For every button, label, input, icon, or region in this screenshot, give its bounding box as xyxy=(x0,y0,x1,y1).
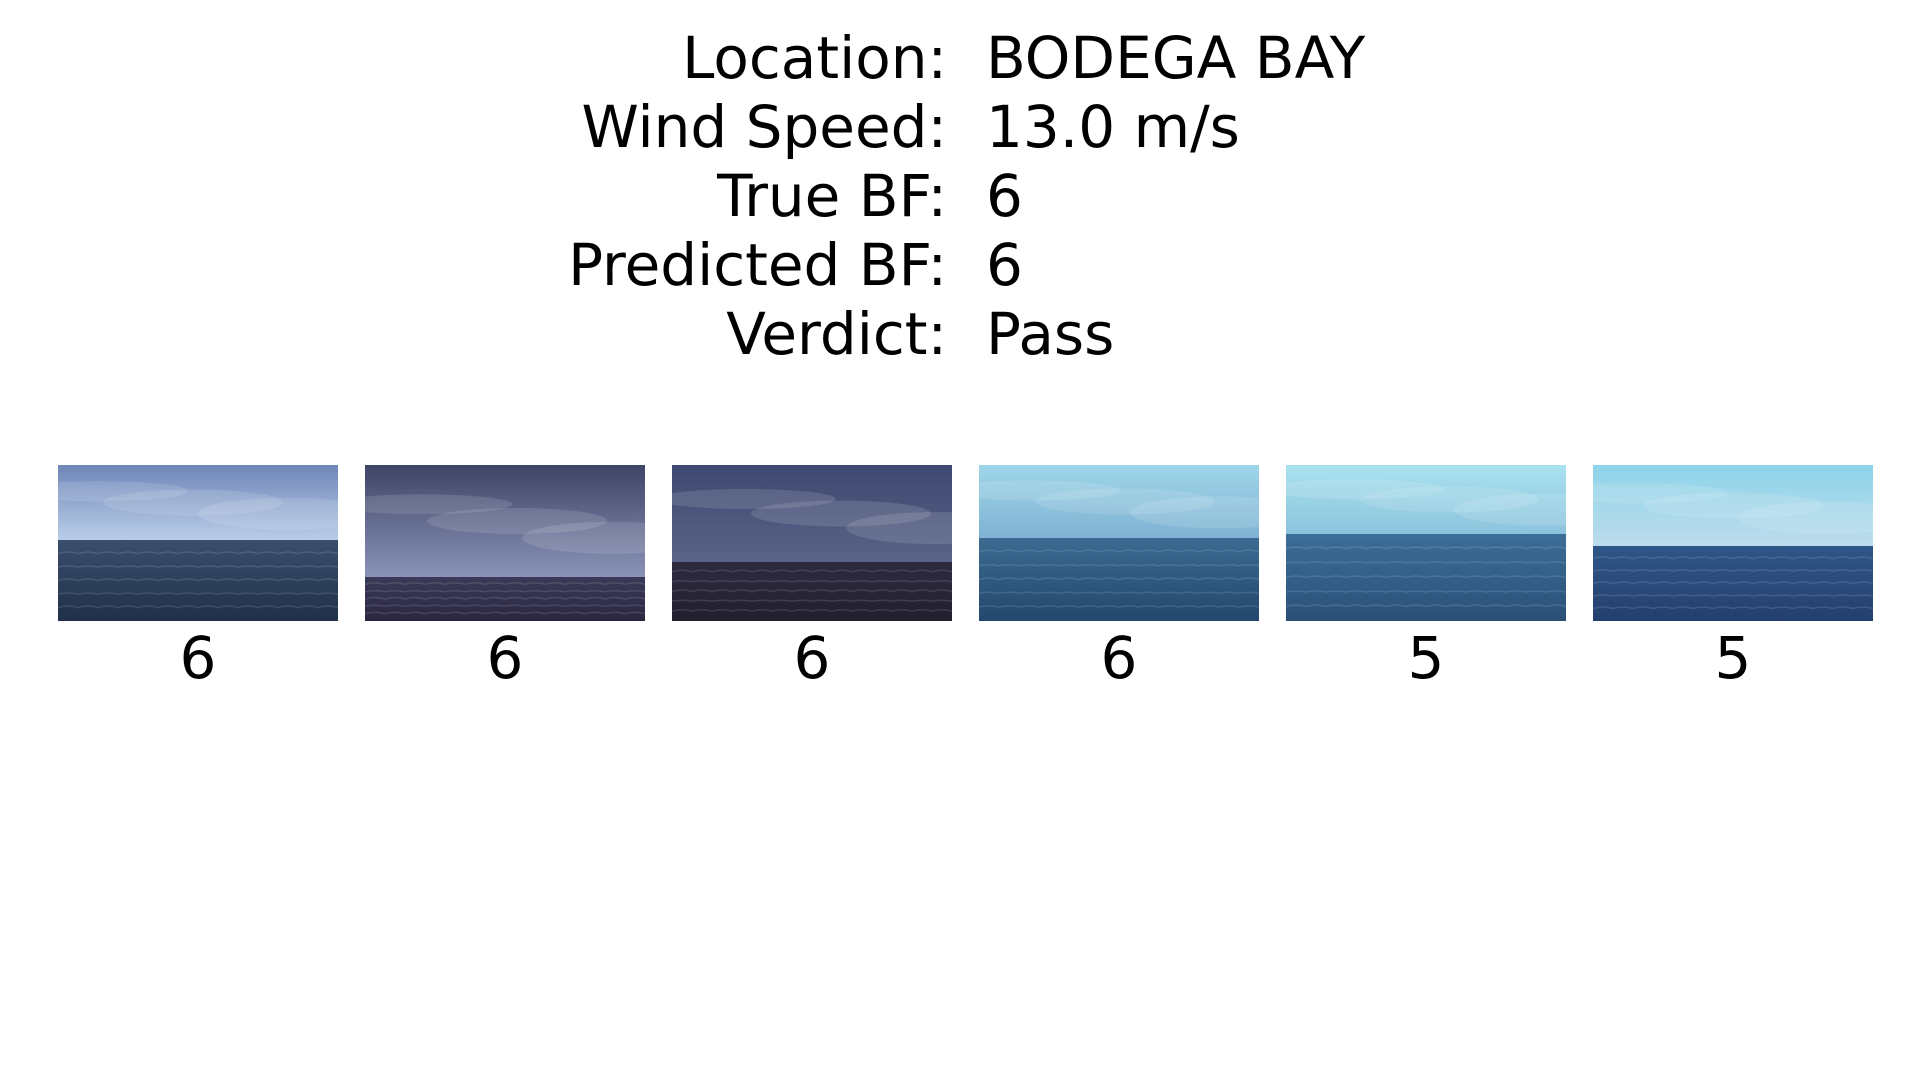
predicted-bf-value: 6 xyxy=(986,231,1023,299)
image-bf-label: 6 xyxy=(486,624,524,692)
sea-photo xyxy=(1286,465,1566,621)
image-tile: 6 xyxy=(672,465,952,693)
true-bf-value: 6 xyxy=(986,162,1023,230)
location-label: Location: xyxy=(682,24,947,92)
image-gallery: 6 6 6 6 5 5 xyxy=(58,465,1878,695)
image-tile: 5 xyxy=(1286,465,1566,693)
location-value: BODEGA BAY xyxy=(986,24,1366,92)
image-tile: 6 xyxy=(365,465,645,693)
verdict-label: Verdict: xyxy=(726,300,947,368)
sea-photo xyxy=(58,465,338,621)
wind-speed-value: 13.0 m/s xyxy=(986,93,1240,161)
true-bf-label: True BF: xyxy=(717,162,947,230)
image-tile: 6 xyxy=(58,465,338,693)
image-bf-label: 6 xyxy=(1100,624,1138,692)
info-row-true-bf: True BF: 6 xyxy=(0,162,1920,231)
info-row-verdict: Verdict: Pass xyxy=(0,300,1920,369)
image-bf-label: 6 xyxy=(179,624,217,692)
info-row-location: Location: BODEGA BAY xyxy=(0,24,1920,93)
image-tile: 5 xyxy=(1593,465,1873,693)
sea-photo xyxy=(1593,465,1873,621)
image-bf-label: 5 xyxy=(1714,624,1752,692)
image-bf-label: 6 xyxy=(793,624,831,692)
info-row-wind-speed: Wind Speed: 13.0 m/s xyxy=(0,93,1920,162)
sea-photo xyxy=(672,465,952,621)
info-panel: Location: BODEGA BAY Wind Speed: 13.0 m/… xyxy=(0,24,1920,369)
image-tile: 6 xyxy=(979,465,1259,693)
info-row-predicted-bf: Predicted BF: 6 xyxy=(0,231,1920,300)
sea-photo xyxy=(979,465,1259,621)
wind-speed-label: Wind Speed: xyxy=(581,93,947,161)
predicted-bf-label: Predicted BF: xyxy=(568,231,947,299)
sea-photo xyxy=(365,465,645,621)
image-bf-label: 5 xyxy=(1407,624,1445,692)
verdict-value: Pass xyxy=(986,300,1115,368)
